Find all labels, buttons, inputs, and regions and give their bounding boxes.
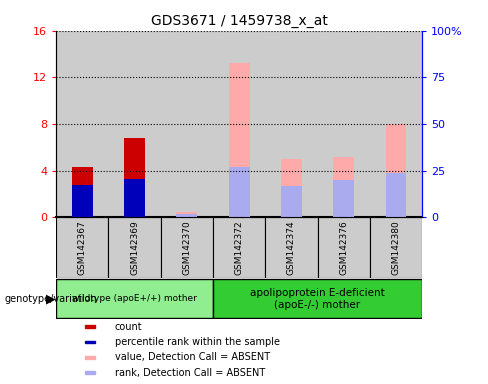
Bar [333,180,354,217]
Bar [124,179,145,217]
Text: GSM142380: GSM142380 [391,220,401,275]
Title: GDS3671 / 1459738_x_at: GDS3671 / 1459738_x_at [151,14,327,28]
Bar [85,371,95,374]
FancyBboxPatch shape [161,217,213,278]
Text: percentile rank within the sample: percentile rank within the sample [115,337,280,347]
Bar [386,124,407,217]
Bar [333,157,354,217]
FancyBboxPatch shape [265,217,318,278]
Bar [281,159,302,217]
Text: GSM142367: GSM142367 [78,220,87,275]
Text: apolipoprotein E-deficient
(apoE-/-) mother: apolipoprotein E-deficient (apoE-/-) mot… [250,288,385,310]
Bar [176,212,197,217]
Bar [85,325,95,328]
Bar [229,63,249,217]
Bar [213,31,265,217]
Text: ▶: ▶ [46,292,56,305]
Text: rank, Detection Call = ABSENT: rank, Detection Call = ABSENT [115,367,265,377]
Bar [124,138,145,217]
Bar [318,31,370,217]
Bar [176,214,197,217]
Bar [229,167,249,217]
Text: GSM142376: GSM142376 [339,220,348,275]
Text: GSM142374: GSM142374 [287,220,296,275]
Text: GSM142370: GSM142370 [183,220,191,275]
Bar [72,167,93,217]
FancyBboxPatch shape [56,279,213,318]
Bar [265,31,318,217]
Bar [386,173,407,217]
FancyBboxPatch shape [213,217,265,278]
Text: GSM142369: GSM142369 [130,220,139,275]
Bar [85,341,95,343]
Text: genotype/variation: genotype/variation [5,294,98,304]
Bar [108,31,161,217]
Bar [72,185,93,217]
Text: wildtype (apoE+/+) mother: wildtype (apoE+/+) mother [72,294,197,303]
FancyBboxPatch shape [56,217,108,278]
Bar [281,186,302,217]
FancyBboxPatch shape [370,217,422,278]
Text: value, Detection Call = ABSENT: value, Detection Call = ABSENT [115,352,270,362]
Bar [161,31,213,217]
Bar [85,356,95,359]
Text: GSM142372: GSM142372 [235,220,244,275]
FancyBboxPatch shape [318,217,370,278]
Text: count: count [115,322,142,332]
FancyBboxPatch shape [108,217,161,278]
FancyBboxPatch shape [213,279,422,318]
Bar [370,31,422,217]
Bar [56,31,108,217]
